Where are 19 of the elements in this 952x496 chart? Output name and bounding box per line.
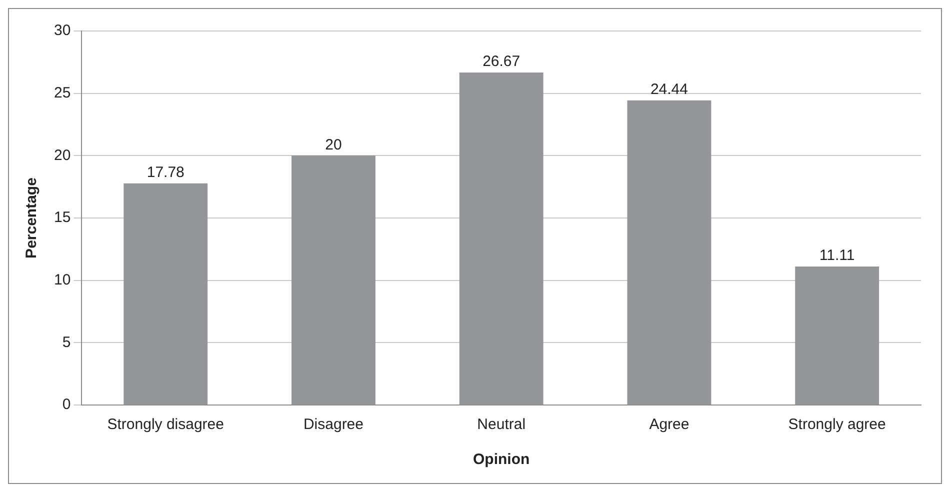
y-tick-label: 25 [54,84,71,102]
y-tick-label: 0 [62,396,71,414]
x-tick-label: Strongly disagree [107,416,224,434]
y-tick-label: 30 [54,22,71,40]
x-tick-label: Agree [649,416,690,434]
data-label: 17.78 [146,164,184,181]
data-label: 11.11 [819,247,855,264]
y-axis-title: Percentage [23,178,40,258]
y-tick-label: 5 [62,334,71,351]
data-label: 20 [325,136,342,154]
data-label: 24.44 [650,80,688,98]
x-tick-label: Neutral [477,416,526,434]
x-tick-label: Disagree [303,416,364,434]
x-axis-title: Opinion [473,451,530,468]
y-tick-label: 10 [54,271,71,288]
y-tick-label: 15 [54,209,71,226]
x-tick-label: Strongly agree [788,416,886,434]
data-label: 26.67 [482,53,520,70]
y-tick-label: 20 [54,146,71,164]
